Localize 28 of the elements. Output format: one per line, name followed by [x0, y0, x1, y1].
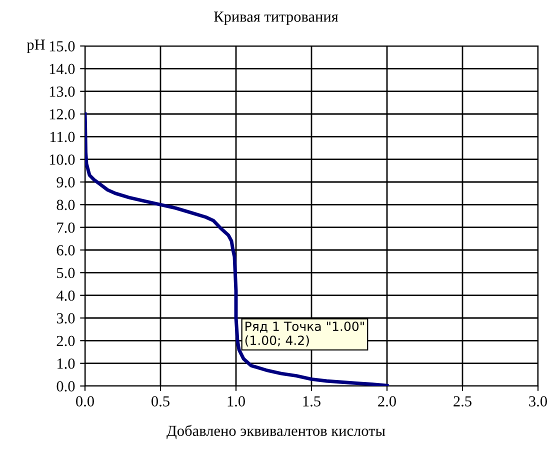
x-tick-label: 1.0 — [228, 396, 245, 407]
x-axis-title: Добавлено эквивалентов кислоты — [166, 424, 386, 440]
y-tick-label: 5.0 — [57, 268, 75, 278]
y-tick-label: 10.0 — [50, 154, 75, 165]
y-tick-label: 1.0 — [58, 358, 75, 369]
y-tick-label: 9.0 — [56, 177, 75, 188]
y-tick-label: 12.0 — [50, 109, 75, 120]
x-tick-label: 3.0 — [529, 396, 547, 407]
x-tick-label: 2.5 — [454, 396, 472, 407]
x-tick-label: 1.5 — [303, 396, 320, 407]
y-tick-label: 15.0 — [50, 41, 75, 52]
y-tick-label: 13.0 — [50, 86, 75, 97]
y-tick-label: 11.0 — [50, 132, 75, 142]
y-tick-label: 14.0 — [50, 64, 75, 74]
x-tick-label: 2.0 — [378, 396, 396, 407]
line-series — [85, 112, 389, 386]
y-tick-label: 8.0 — [56, 200, 75, 210]
y-tick-label: 4.0 — [56, 290, 75, 301]
chart-title: Кривая титрования — [214, 12, 338, 25]
y-tick-label: 6.0 — [56, 245, 75, 256]
y-tick-label: 3.0 — [56, 313, 75, 324]
x-tick-label: 0.0 — [76, 396, 94, 407]
y-tick-label: 0.0 — [56, 381, 75, 392]
y-axis-title: pH — [26, 40, 45, 53]
y-tick-label: 2.0 — [56, 336, 75, 346]
x-tick-label: 0.5 — [152, 396, 170, 407]
y-tick-label: 7.0 — [57, 222, 75, 233]
annotation: Ряд 1 Точка "1.00" (1.00; 4.2) — [245, 322, 364, 346]
